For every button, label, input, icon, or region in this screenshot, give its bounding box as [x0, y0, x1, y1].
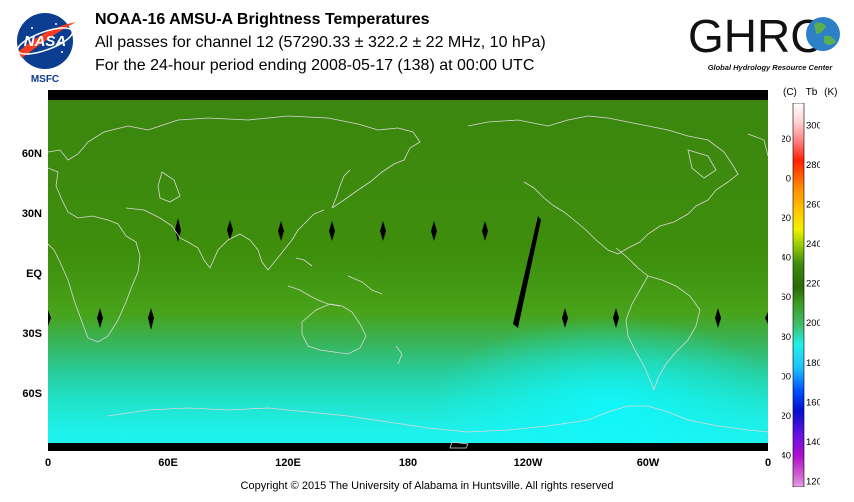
ghrc-logo: GHRC Global Hydrology Resource Center	[688, 10, 840, 72]
lon-label-60w: 60W	[636, 457, 660, 469]
colorbar-unit-c: (C)	[783, 87, 797, 98]
svg-text:GHRC: GHRC	[688, 10, 823, 62]
missing-data-bottom	[48, 443, 768, 451]
map-period: For the 24-hour period ending 2008-05-17…	[95, 57, 535, 74]
colorbar-celsius-tick: 20	[782, 134, 791, 145]
colorbar-celsius-tick: 0	[786, 173, 791, 184]
svg-text:NASA: NASA	[24, 33, 67, 50]
colorbar-celsius-ticks: 20 0 -20 -40 -60 -80 -100 -120 -140	[782, 134, 791, 462]
brightness-temperature-map	[48, 90, 768, 451]
orbit-gap	[765, 312, 768, 324]
colorbar-kelvin-tick: 140	[806, 437, 820, 448]
colorbar-kelvin-tick: 200	[806, 318, 820, 329]
map-title: NOAA-16 AMSU-A Brightness Temperatures	[95, 11, 430, 28]
colorbar-celsius-tick: -100	[782, 371, 791, 382]
orbit-gap	[48, 310, 51, 326]
copyright-notice: Copyright © 2015 The University of Alaba…	[240, 480, 614, 492]
lon-label-0-west: 0	[44, 457, 52, 469]
orbit-gap	[97, 308, 103, 328]
orbit-gap	[562, 308, 568, 328]
svg-text:Global Hydrology Resource Cent: Global Hydrology Resource Center	[708, 63, 834, 72]
colorbar-header: (C) Tb (K)	[783, 87, 837, 98]
orbit-gap	[380, 221, 386, 241]
colorbar-unit-k: (K)	[824, 87, 838, 98]
nasa-logo: NASA MSFC	[16, 13, 76, 84]
lon-label-60e: 60E	[158, 457, 178, 469]
orbit-gap	[431, 221, 437, 241]
colorbar-kelvin-ticks: 300 280 260 240 220 200 180 160 140 120	[806, 120, 820, 487]
colorbar-kelvin-tick: 160	[806, 397, 820, 408]
coastlines	[48, 115, 768, 449]
title-block: NOAA-16 AMSU-A Brightness Temperatures A…	[95, 8, 546, 77]
orbit-gap	[148, 308, 154, 330]
colorbar-celsius-tick: -120	[782, 411, 791, 422]
colorbar-kelvin-tick: 240	[806, 239, 820, 250]
colorbar-kelvin-tick: 180	[806, 358, 820, 369]
orbit-gap	[175, 218, 181, 242]
lon-label-180: 180	[398, 457, 418, 469]
lat-label-30s: 30S	[22, 328, 42, 340]
orbit-gap	[329, 221, 335, 241]
orbit-gap	[482, 221, 488, 241]
colorbar-celsius-tick: -40	[782, 253, 791, 264]
orbit-gap	[715, 308, 721, 328]
lat-label-60s: 60S	[22, 388, 42, 400]
lon-label-0-east: 0	[764, 457, 772, 469]
orbit-gap	[227, 220, 233, 240]
colorbar-unit-tb: Tb	[805, 87, 818, 98]
orbit-gap	[613, 308, 619, 328]
colorbar-kelvin-tick: 280	[806, 160, 820, 171]
colorbar-celsius-tick: -20	[782, 213, 791, 224]
colorbar-celsius-tick: -60	[782, 292, 791, 303]
svg-text:MSFC: MSFC	[31, 74, 59, 84]
colorbar-kelvin-tick: 300	[806, 120, 820, 131]
colorbar-celsius-tick: -80	[782, 332, 791, 343]
orbit-gap	[278, 221, 284, 241]
colorbar-celsius-tick: -140	[782, 451, 791, 462]
colorbar-kelvin-tick: 120	[806, 477, 820, 487]
map-field-highlight	[48, 90, 768, 451]
lat-label-eq: EQ	[26, 268, 42, 280]
lat-label-60n: 60N	[21, 148, 42, 160]
colorbar-kelvin-tick: 220	[806, 279, 820, 290]
lon-label-120w: 120W	[513, 457, 543, 469]
map-subtitle: All passes for channel 12 (57290.33 ± 32…	[95, 34, 546, 51]
lon-label-120e: 120E	[275, 457, 301, 469]
colorbar-gradient	[792, 103, 805, 487]
lat-label-30n: 30N	[21, 208, 42, 220]
colorbar: 200-20-40-60-80-100-120-140 300280260240…	[782, 103, 820, 487]
orbit-gap-long	[513, 216, 541, 328]
colorbar-kelvin-tick: 260	[806, 199, 820, 210]
missing-data-top	[48, 90, 768, 100]
